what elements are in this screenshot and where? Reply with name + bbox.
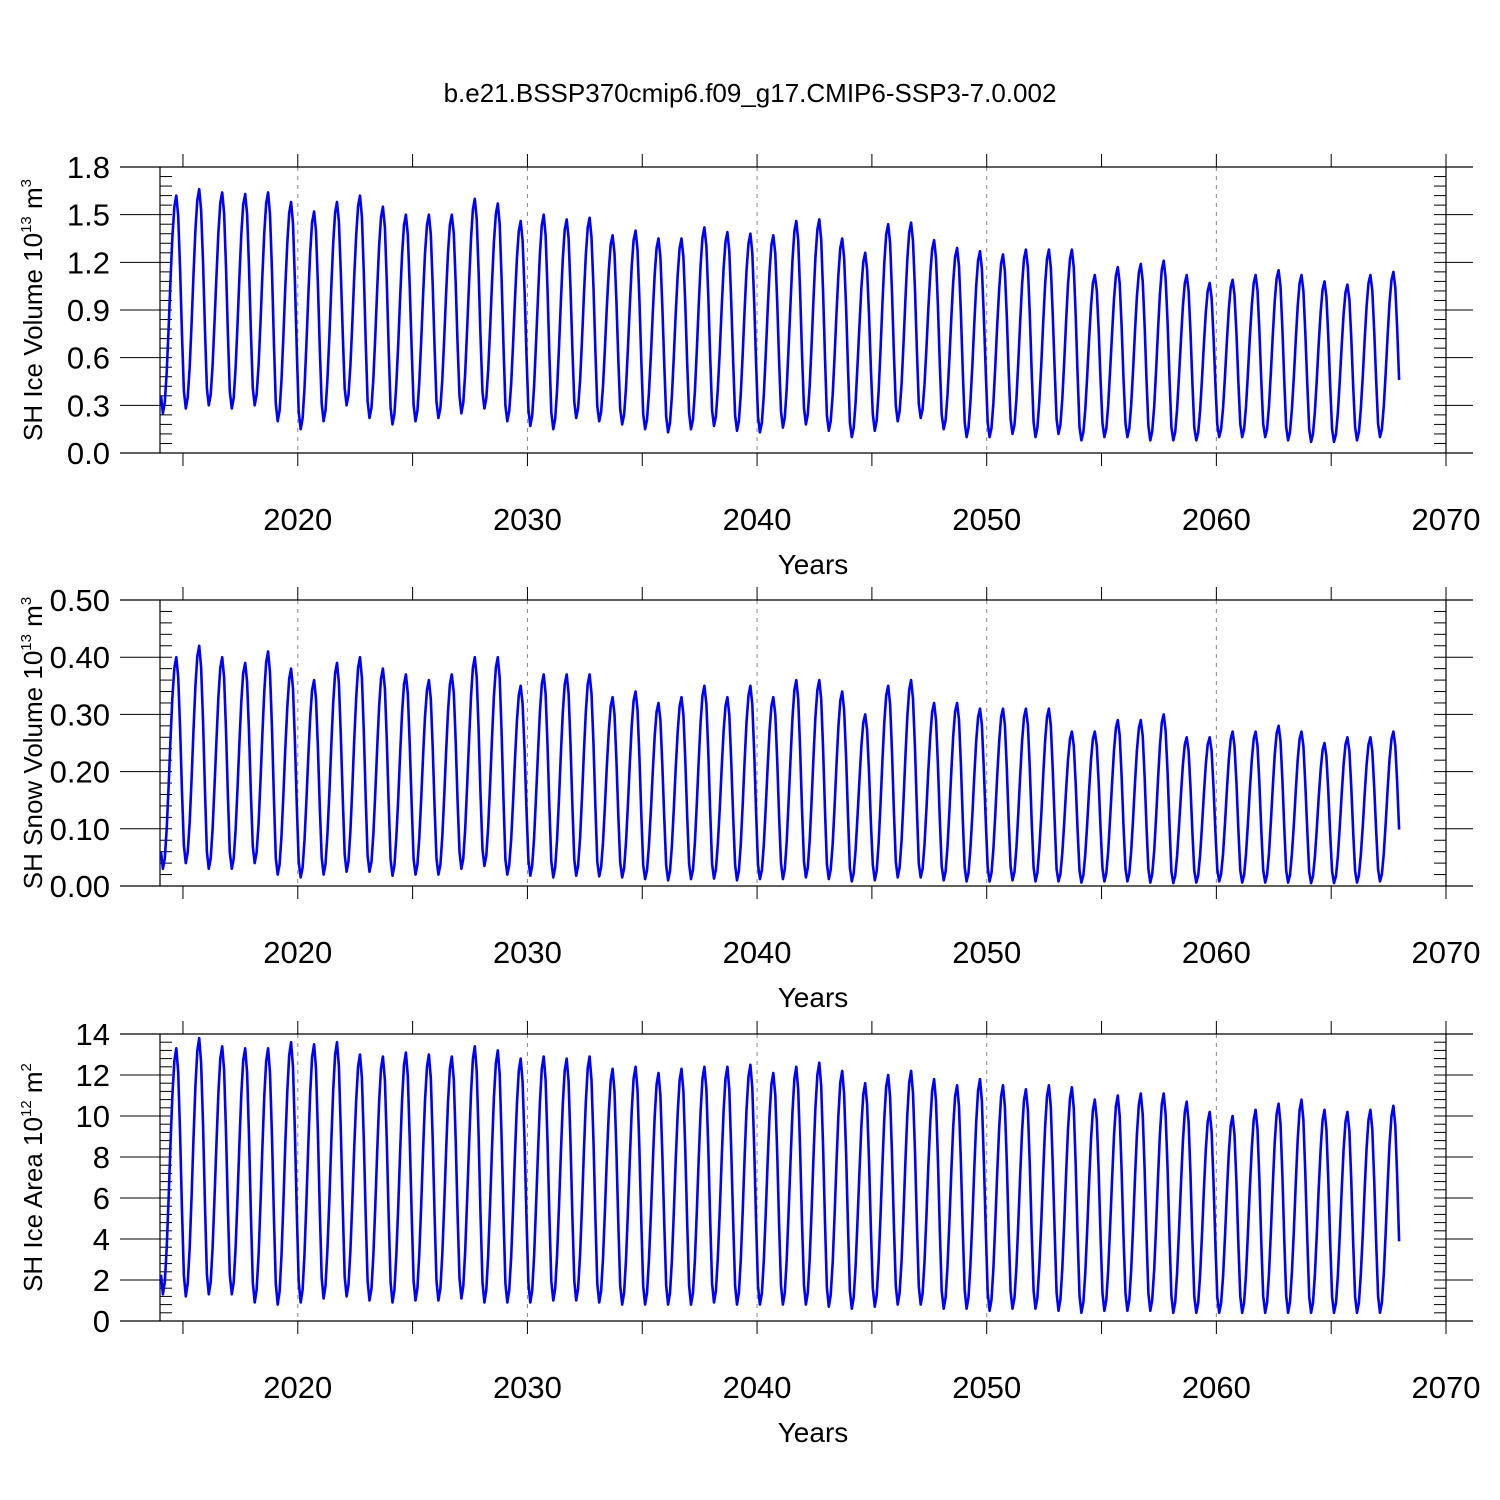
panel-1: 0.0 0.3 0.6 0.9 1.2 1.5 1.8 2020 2030 2040 2050 206… [18, 150, 1480, 580]
series-line [159, 1036, 1401, 1315]
y-tick-label: 10 [76, 1099, 110, 1134]
x-tick-label: 2020 [263, 1370, 332, 1405]
x-axis-label: Years [778, 549, 849, 580]
x-tick-label: 2050 [952, 502, 1021, 537]
x-tick-label: 2040 [723, 502, 792, 537]
x-tick-label: 2030 [493, 1370, 562, 1405]
y-tick-label: 1.5 [67, 198, 110, 233]
y-tick-label: 0.3 [67, 388, 110, 423]
y-tick-label: 0.40 [50, 640, 110, 675]
x-tick-label: 2030 [493, 502, 562, 537]
y-tick-label: 8 [93, 1140, 110, 1175]
y-tick-label: 1.8 [67, 150, 110, 185]
y-tick-label: 6 [93, 1181, 110, 1216]
series-line [159, 644, 1401, 885]
x-tick-label: 2040 [723, 1370, 792, 1405]
x-tick-label: 2040 [723, 935, 792, 970]
x-axis-label: Years [778, 1417, 849, 1448]
x-tick-label: 2060 [1182, 1370, 1251, 1405]
series-line [159, 187, 1401, 444]
y-tick-label: 4 [93, 1222, 110, 1257]
x-tick-label: 2050 [952, 935, 1021, 970]
y-tick-label: 0.50 [50, 583, 110, 618]
x-tick-label: 2070 [1412, 502, 1481, 537]
x-tick-label: 2060 [1182, 935, 1251, 970]
x-tick-label: 2060 [1182, 502, 1251, 537]
y-tick-label: 0 [93, 1304, 110, 1339]
y-axis-label: SH Ice Volume 1013 m3 [18, 179, 48, 441]
y-tick-label: 0.00 [50, 869, 110, 904]
y-tick-label: 2 [93, 1263, 110, 1298]
y-tick-label: 0.10 [50, 812, 110, 847]
y-tick-label: 0.9 [67, 293, 110, 328]
y-tick-label: 12 [76, 1058, 110, 1093]
x-tick-label: 2030 [493, 935, 562, 970]
x-tick-label: 2020 [263, 935, 332, 970]
y-tick-label: 0.30 [50, 697, 110, 732]
y-tick-label: 0.20 [50, 755, 110, 790]
x-tick-label: 2070 [1412, 1370, 1481, 1405]
y-tick-label: 14 [76, 1017, 110, 1052]
y-axis-label: SH Ice Area 1012 m2 [18, 1063, 48, 1292]
y-tick-label: 1.2 [67, 245, 110, 280]
x-axis-label: Years [778, 982, 849, 1013]
panel-3: 0 2 4 6 8 10 12 14 2020 2030 2040 2050 2060 2070 Years… [18, 1017, 1480, 1448]
x-tick-label: 2020 [263, 502, 332, 537]
x-tick-label: 2050 [952, 1370, 1021, 1405]
y-axis-label: SH Snow Volume 1013 m3 [18, 597, 48, 889]
panel-2: 0.00 0.10 0.20 0.30 0.40 0.50 2020 2030 2040 2050… [18, 583, 1480, 1013]
y-tick-label: 0.0 [67, 436, 110, 471]
y-tick-label: 0.6 [67, 341, 110, 376]
x-tick-label: 2070 [1412, 935, 1481, 970]
figure-title: b.e21.BSSP370cmip6.f09_g17.CMIP6-SSP3-7.… [444, 78, 1057, 108]
